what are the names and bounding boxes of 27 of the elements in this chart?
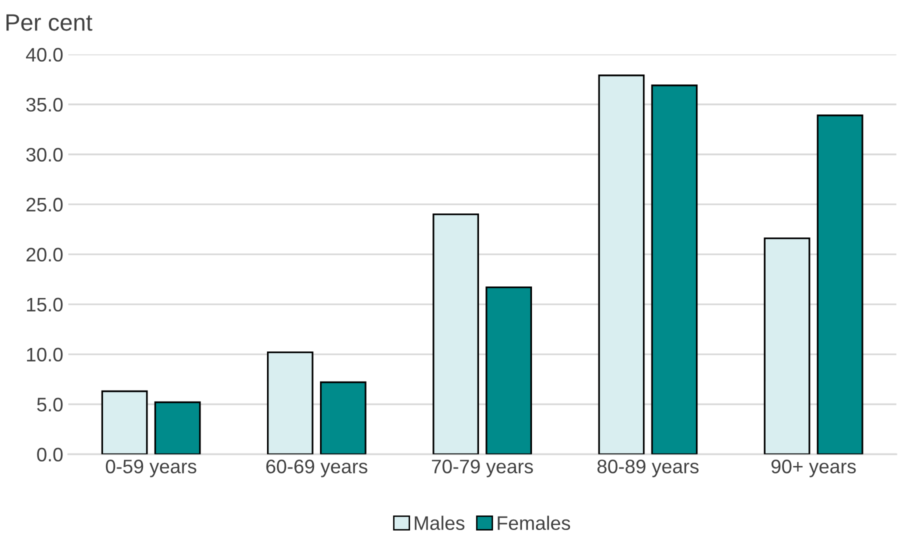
- y-tick-label: 15.0: [27, 298, 63, 312]
- bar: [764, 237, 810, 454]
- y-axis-title: Per cent: [6, 14, 92, 31]
- y-tick-label: 35.0: [26, 98, 63, 112]
- x-tick-label: 90+ years: [771, 460, 856, 478]
- y-tick-label: 30.0: [26, 148, 63, 162]
- bar: [266, 351, 314, 454]
- y-tick-label: 5.0: [37, 398, 63, 412]
- x-tick-label: 0-59 years: [106, 460, 196, 478]
- bar: [154, 401, 201, 454]
- bar: [101, 390, 148, 454]
- x-tick-label: 80-89 years: [597, 460, 699, 478]
- y-tick-label: 40.0: [26, 48, 63, 62]
- bar: [816, 114, 864, 454]
- y-tick-label: 0.0: [37, 448, 63, 462]
- y-tick-label: 25.0: [26, 198, 63, 212]
- y-tick-label: 10.0: [27, 348, 63, 362]
- bar: [486, 286, 532, 454]
- bar: [432, 214, 479, 454]
- bar: [320, 381, 366, 454]
- legend-label: Males: [414, 516, 464, 530]
- bar: [598, 74, 645, 454]
- x-tick-label: 60-69 years: [266, 460, 368, 478]
- y-tick-label: 20.0: [26, 248, 63, 262]
- bar: [651, 84, 698, 454]
- x-tick-label: 70-79 years: [432, 460, 533, 478]
- legend-label: Females: [498, 516, 570, 530]
